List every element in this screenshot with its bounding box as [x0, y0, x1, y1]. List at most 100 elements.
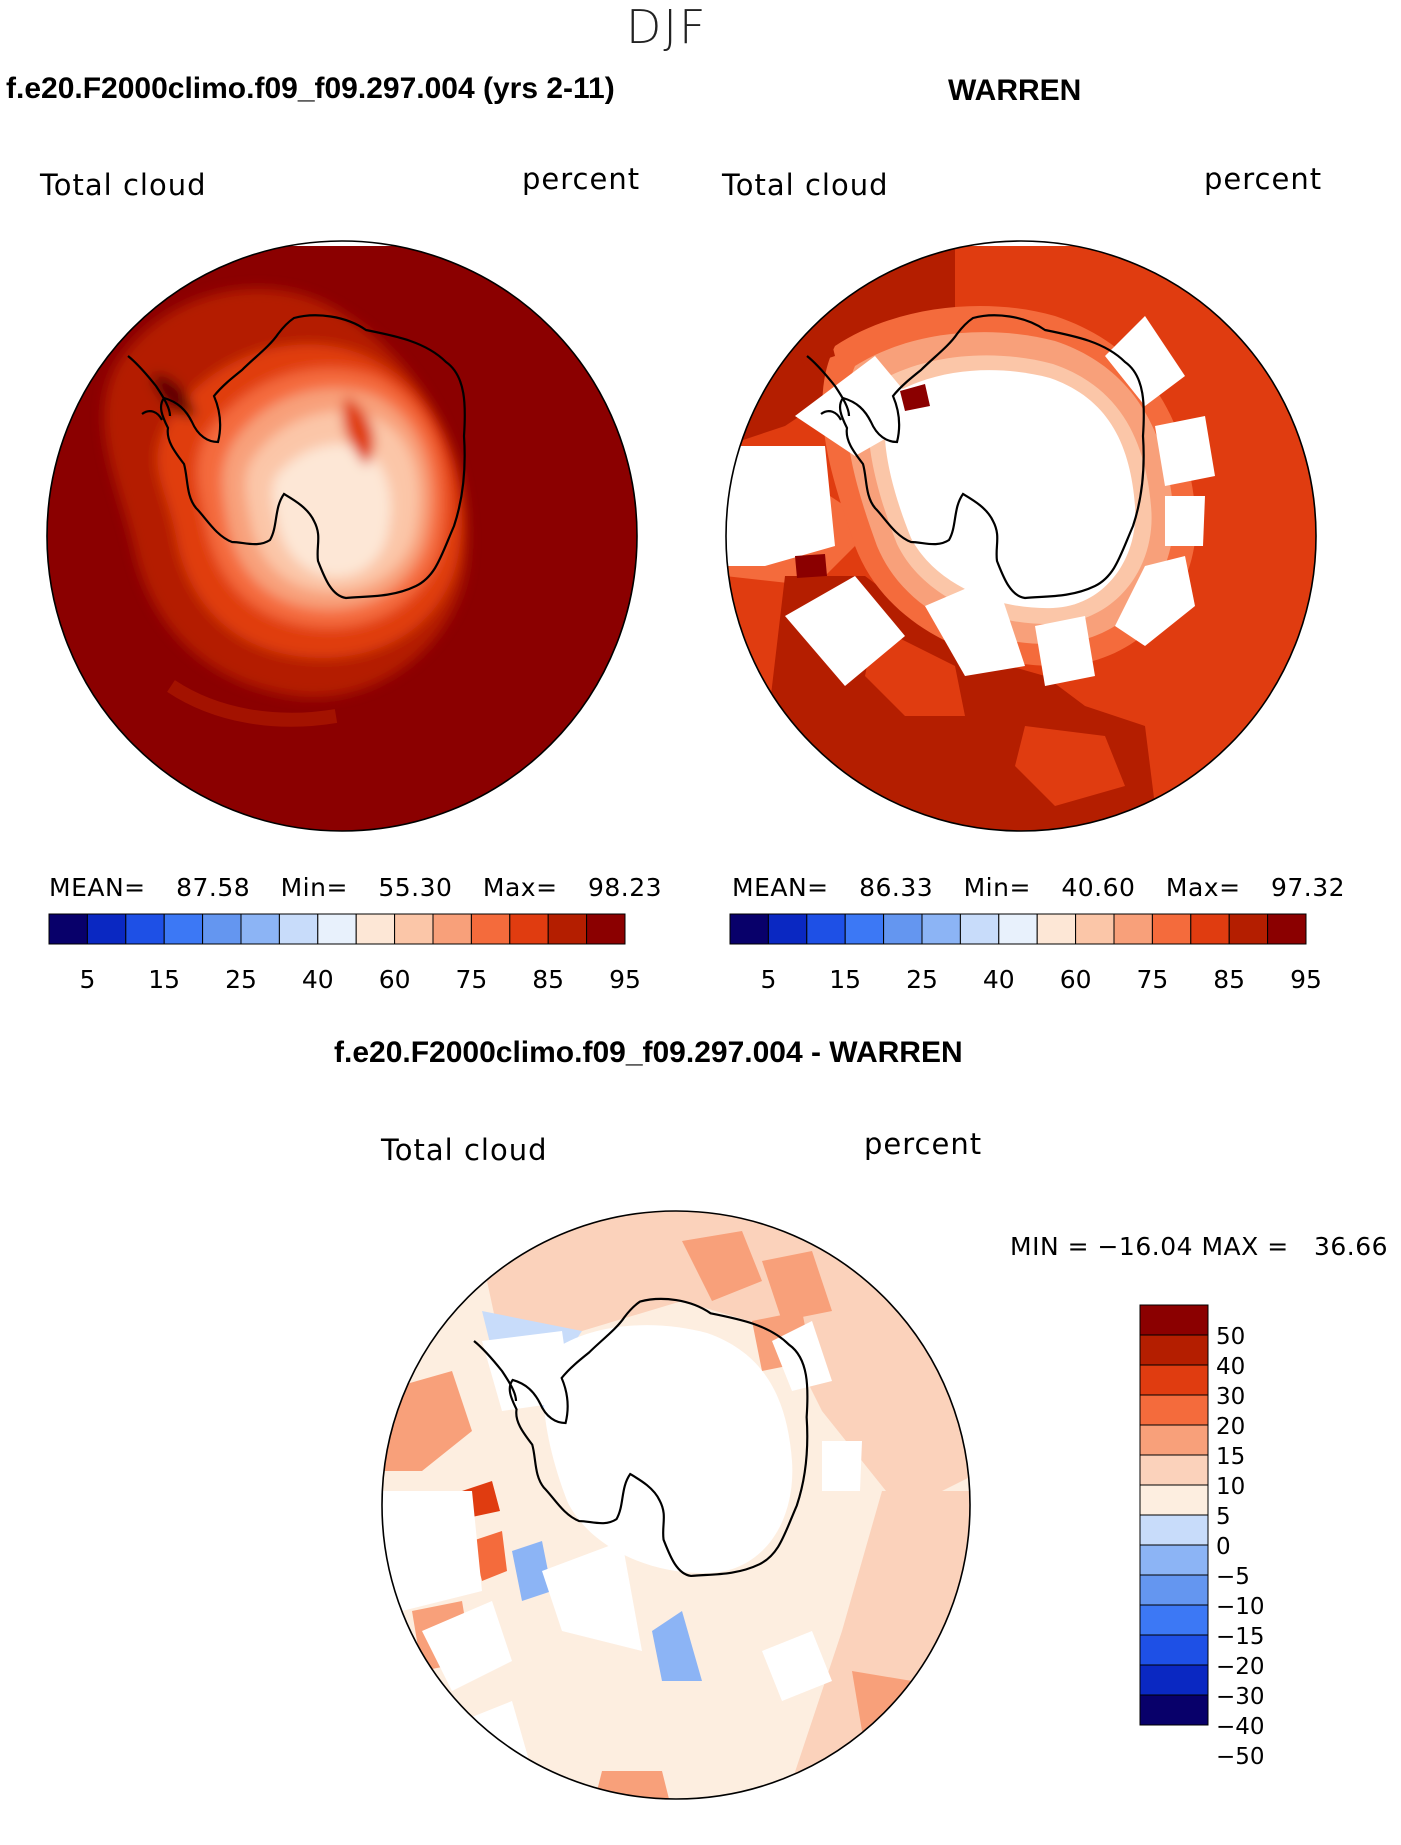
right-colorbar-box [1036, 913, 1077, 945]
left-polar-map [46, 240, 638, 832]
diff-colorbar-tick-label: 30 [1216, 1384, 1245, 1410]
diff-colorbar-tick-label: −40 [1216, 1714, 1265, 1740]
right-variable-label: Total cloud [722, 168, 889, 202]
right-colorbar-box [729, 913, 769, 945]
left-colorbar-tick-label: 60 [379, 965, 411, 994]
left-max-label: Max= [482, 873, 558, 902]
right-colorbar-box [844, 913, 885, 945]
left-colorbar-box [202, 913, 242, 945]
diff-colorbar-box [1139, 1394, 1209, 1426]
diff-colorbar-box [1139, 1634, 1209, 1666]
diff-colorbar-tick-label: −20 [1216, 1654, 1265, 1680]
diff-colorbar-box [1139, 1604, 1209, 1636]
left-colorbar-box [586, 913, 626, 945]
diff-colorbar-tick-label: −30 [1216, 1684, 1265, 1710]
diff-colorbar-tick-label: 40 [1216, 1354, 1245, 1380]
diff-colorbar-tick-label: 50 [1216, 1324, 1245, 1350]
diff-polar-map [381, 1210, 971, 1800]
left-stats: MEAN= 87.58 Min= 55.30 Max= 98.23 [49, 873, 662, 902]
right-max-label: Max= [1165, 873, 1241, 902]
diff-colorbar-box [1139, 1484, 1209, 1516]
right-colorbar-box [1228, 913, 1269, 945]
right-colorbar-tick-label: 85 [1213, 965, 1245, 994]
left-mean-label: MEAN= [49, 873, 146, 902]
left-colorbar-box [86, 913, 127, 945]
diff-colorbar-tick-label: 10 [1216, 1474, 1245, 1500]
left-panel-title: f.e20.F2000climo.f09_f09.297.004 (yrs 2-… [6, 72, 615, 105]
diff-colorbar-tick-label: −5 [1216, 1564, 1250, 1590]
right-colorbar-box [1267, 913, 1307, 945]
left-colorbar-box [432, 913, 472, 945]
right-colorbar-box [767, 913, 808, 945]
diff-panel-title: f.e20.F2000climo.f09_f09.297.004 - WARRE… [334, 1036, 963, 1069]
right-map-boundary [725, 240, 1317, 832]
left-colorbar-tick-label: 5 [79, 965, 95, 994]
left-colorbar-tick-label: 25 [225, 965, 257, 994]
right-colorbar-tick-label: 5 [760, 965, 776, 994]
left-min-label: Min= [280, 873, 348, 902]
diff-colorbar-box [1139, 1334, 1209, 1366]
right-colorbar-tick-label: 25 [906, 965, 938, 994]
left-colorbar-box [317, 913, 357, 945]
left-colorbar-tick-label: 95 [609, 965, 641, 994]
right-min-label: Min= [963, 873, 1031, 902]
left-mean-value: 87.58 [176, 873, 251, 902]
right-colorbar: 5 15 25 40 60 75 85 95 [729, 913, 1322, 994]
right-colorbar-tick-label: 60 [1060, 965, 1092, 994]
diff-colorbar-box [1139, 1424, 1209, 1456]
right-colorbar-tick-label: 75 [1136, 965, 1168, 994]
right-map-field [726, 246, 1215, 831]
right-units-label: percent [1204, 162, 1323, 196]
left-colorbar-box [240, 913, 280, 945]
season-title: DJF [626, 0, 708, 54]
diff-variable-label: Total cloud [381, 1133, 548, 1167]
left-map-boundary [46, 240, 638, 832]
left-colorbar-tick-label: 75 [455, 965, 487, 994]
right-colorbar-tick-label: 15 [829, 965, 861, 994]
left-colorbar-box [355, 913, 396, 945]
diff-colorbar-box [1139, 1694, 1209, 1726]
left-units-label: percent [522, 162, 641, 196]
right-colorbar-box [959, 913, 1000, 945]
right-min-value: 40.60 [1061, 873, 1136, 902]
right-colorbar-box [1113, 913, 1153, 945]
diff-colorbar-tick-label: 5 [1216, 1504, 1231, 1530]
right-colorbar-box [1190, 913, 1230, 945]
diff-colorbar-box [1139, 1664, 1209, 1696]
right-colorbar-box [1151, 913, 1192, 945]
right-mean-value: 86.33 [859, 873, 934, 902]
left-colorbar-box [547, 913, 588, 945]
right-colorbar-box [1075, 913, 1115, 945]
diff-minmax: MIN = −16.04 MAX = 36.66 [1010, 1232, 1389, 1261]
diff-units-label: percent [864, 1127, 983, 1161]
left-colorbar-box [48, 913, 88, 945]
right-mean-label: MEAN= [732, 873, 829, 902]
left-colorbar-tick-label: 40 [302, 965, 334, 994]
left-colorbar-box [163, 913, 204, 945]
right-max-value: 97.32 [1271, 873, 1346, 902]
diff-colorbar-tick-label: −50 [1216, 1744, 1265, 1770]
right-panel-title: WARREN [948, 74, 1082, 107]
right-stats: MEAN= 86.33 Min= 40.60 Max= 97.32 [732, 873, 1345, 902]
diff-colorbar-box [1139, 1454, 1209, 1486]
left-min-value: 55.30 [378, 873, 453, 902]
left-colorbar-box [125, 913, 165, 945]
right-colorbar-box [998, 913, 1038, 945]
diff-colorbar-tick-label: −10 [1216, 1594, 1265, 1620]
diff-colorbar-box [1139, 1364, 1209, 1396]
diff-colorbar-box [1139, 1544, 1209, 1576]
right-polar-map [725, 240, 1317, 832]
diff-colorbar-tick-label: 0 [1216, 1534, 1231, 1560]
right-colorbar-tick-label: 95 [1290, 965, 1322, 994]
diff-colorbar-box [1139, 1304, 1209, 1336]
right-colorbar-tick-label: 40 [983, 965, 1015, 994]
left-colorbar-tick-label: 15 [148, 965, 180, 994]
right-colorbar-box [921, 913, 961, 945]
left-colorbar: 5 15 25 40 60 75 85 95 [48, 913, 641, 994]
left-max-value: 98.23 [588, 873, 663, 902]
diff-colorbar-box [1139, 1514, 1209, 1546]
diff-colorbar-tick-label: 20 [1216, 1414, 1245, 1440]
left-antarctica-outline [127, 314, 466, 600]
diff-colorbar-tick-label: 15 [1216, 1444, 1245, 1470]
